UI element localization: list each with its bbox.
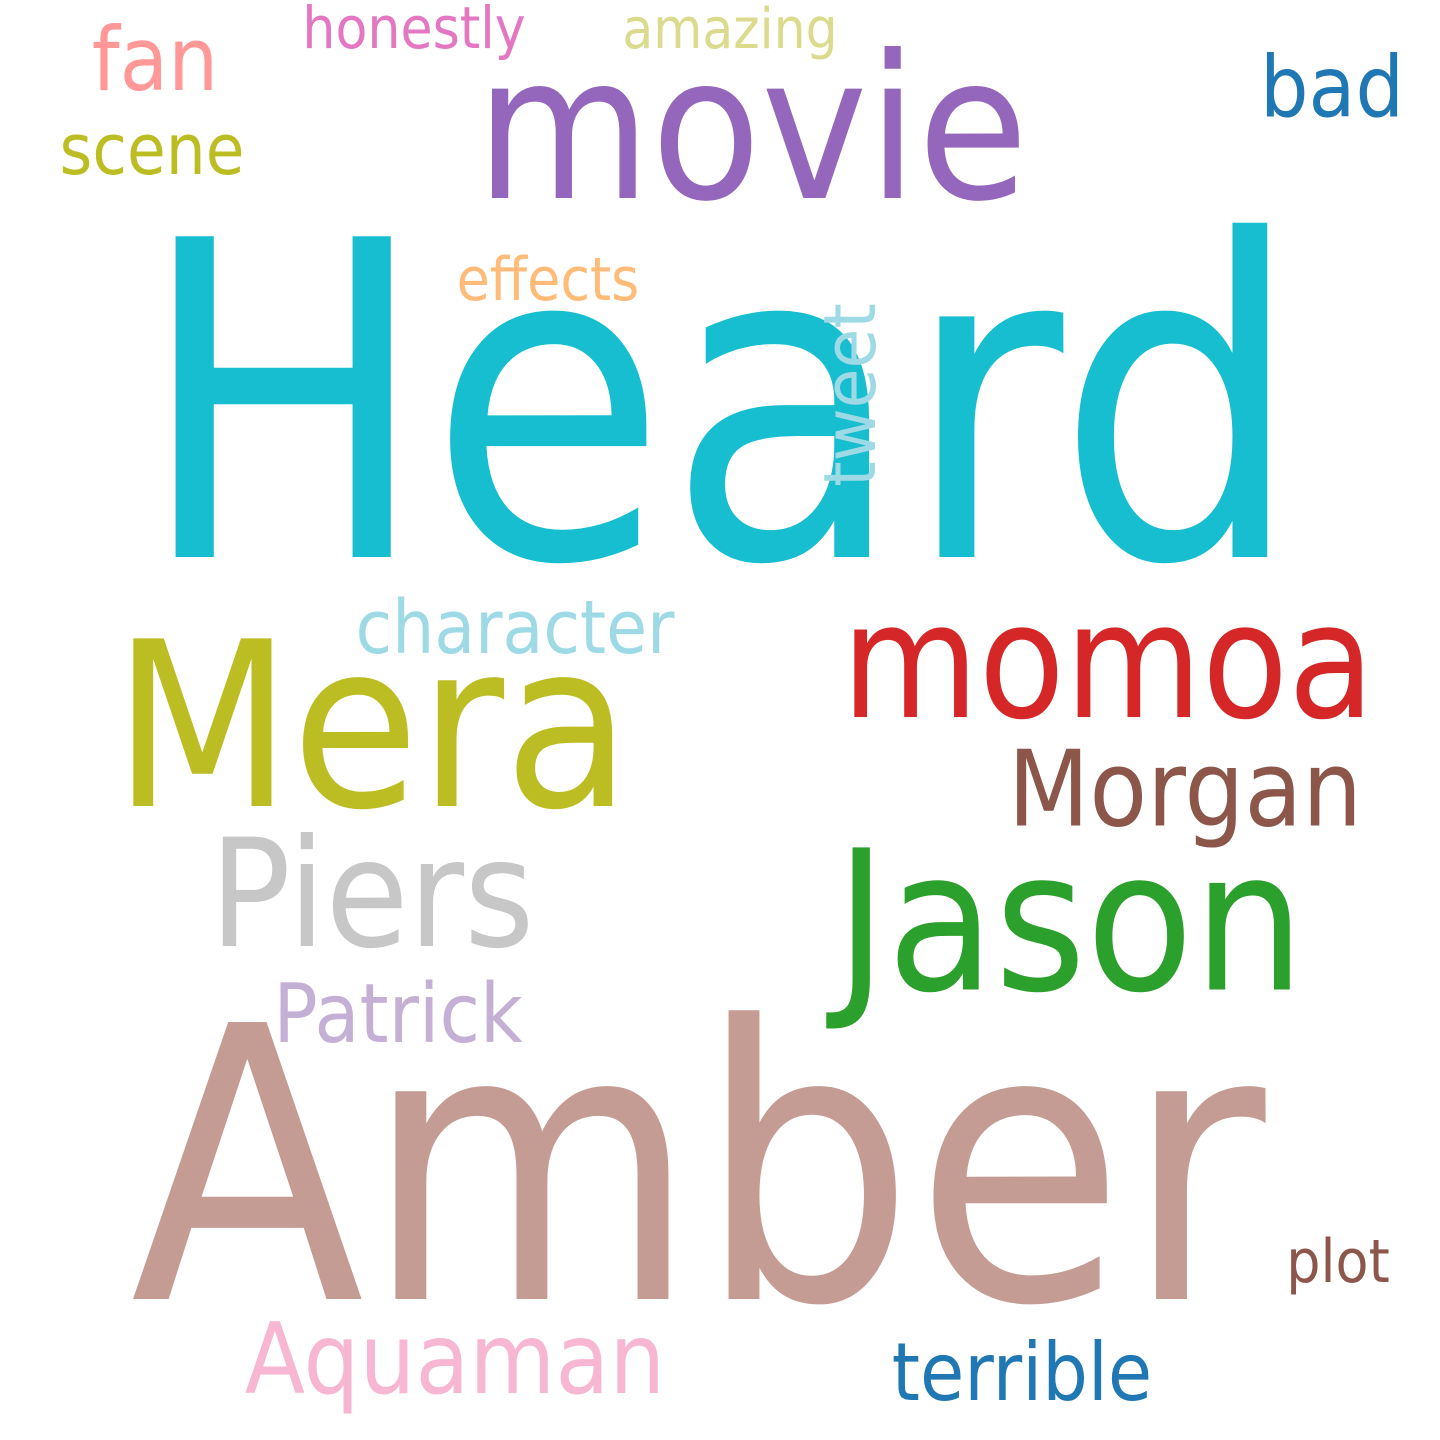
word-fan: fan [91, 8, 219, 111]
word-momoa: momoa [841, 568, 1375, 755]
word-scene: scene [59, 109, 245, 191]
word-amazing: amazing [622, 0, 838, 62]
word-piers: Piers [209, 808, 535, 982]
word-mera: Mera [113, 594, 631, 861]
word-tweet: tweet [808, 303, 892, 487]
word-aquaman: Aquaman [244, 1303, 666, 1417]
word-morgan: Morgan [1007, 728, 1363, 851]
word-terrible: terrible [891, 1326, 1153, 1419]
word-honestly: honestly [302, 0, 526, 62]
word-effects: effects [456, 245, 640, 315]
word-patrick: Patrick [273, 967, 523, 1062]
word-plot: plot [1286, 1227, 1390, 1297]
word-character: character [355, 585, 675, 671]
word-heard: Heard [137, 149, 1303, 661]
word-bad: bad [1260, 38, 1404, 138]
word-amber: Amber [130, 946, 1266, 1389]
word-movie: movie [475, 13, 1029, 246]
word-jason: Jason [835, 808, 1305, 1036]
